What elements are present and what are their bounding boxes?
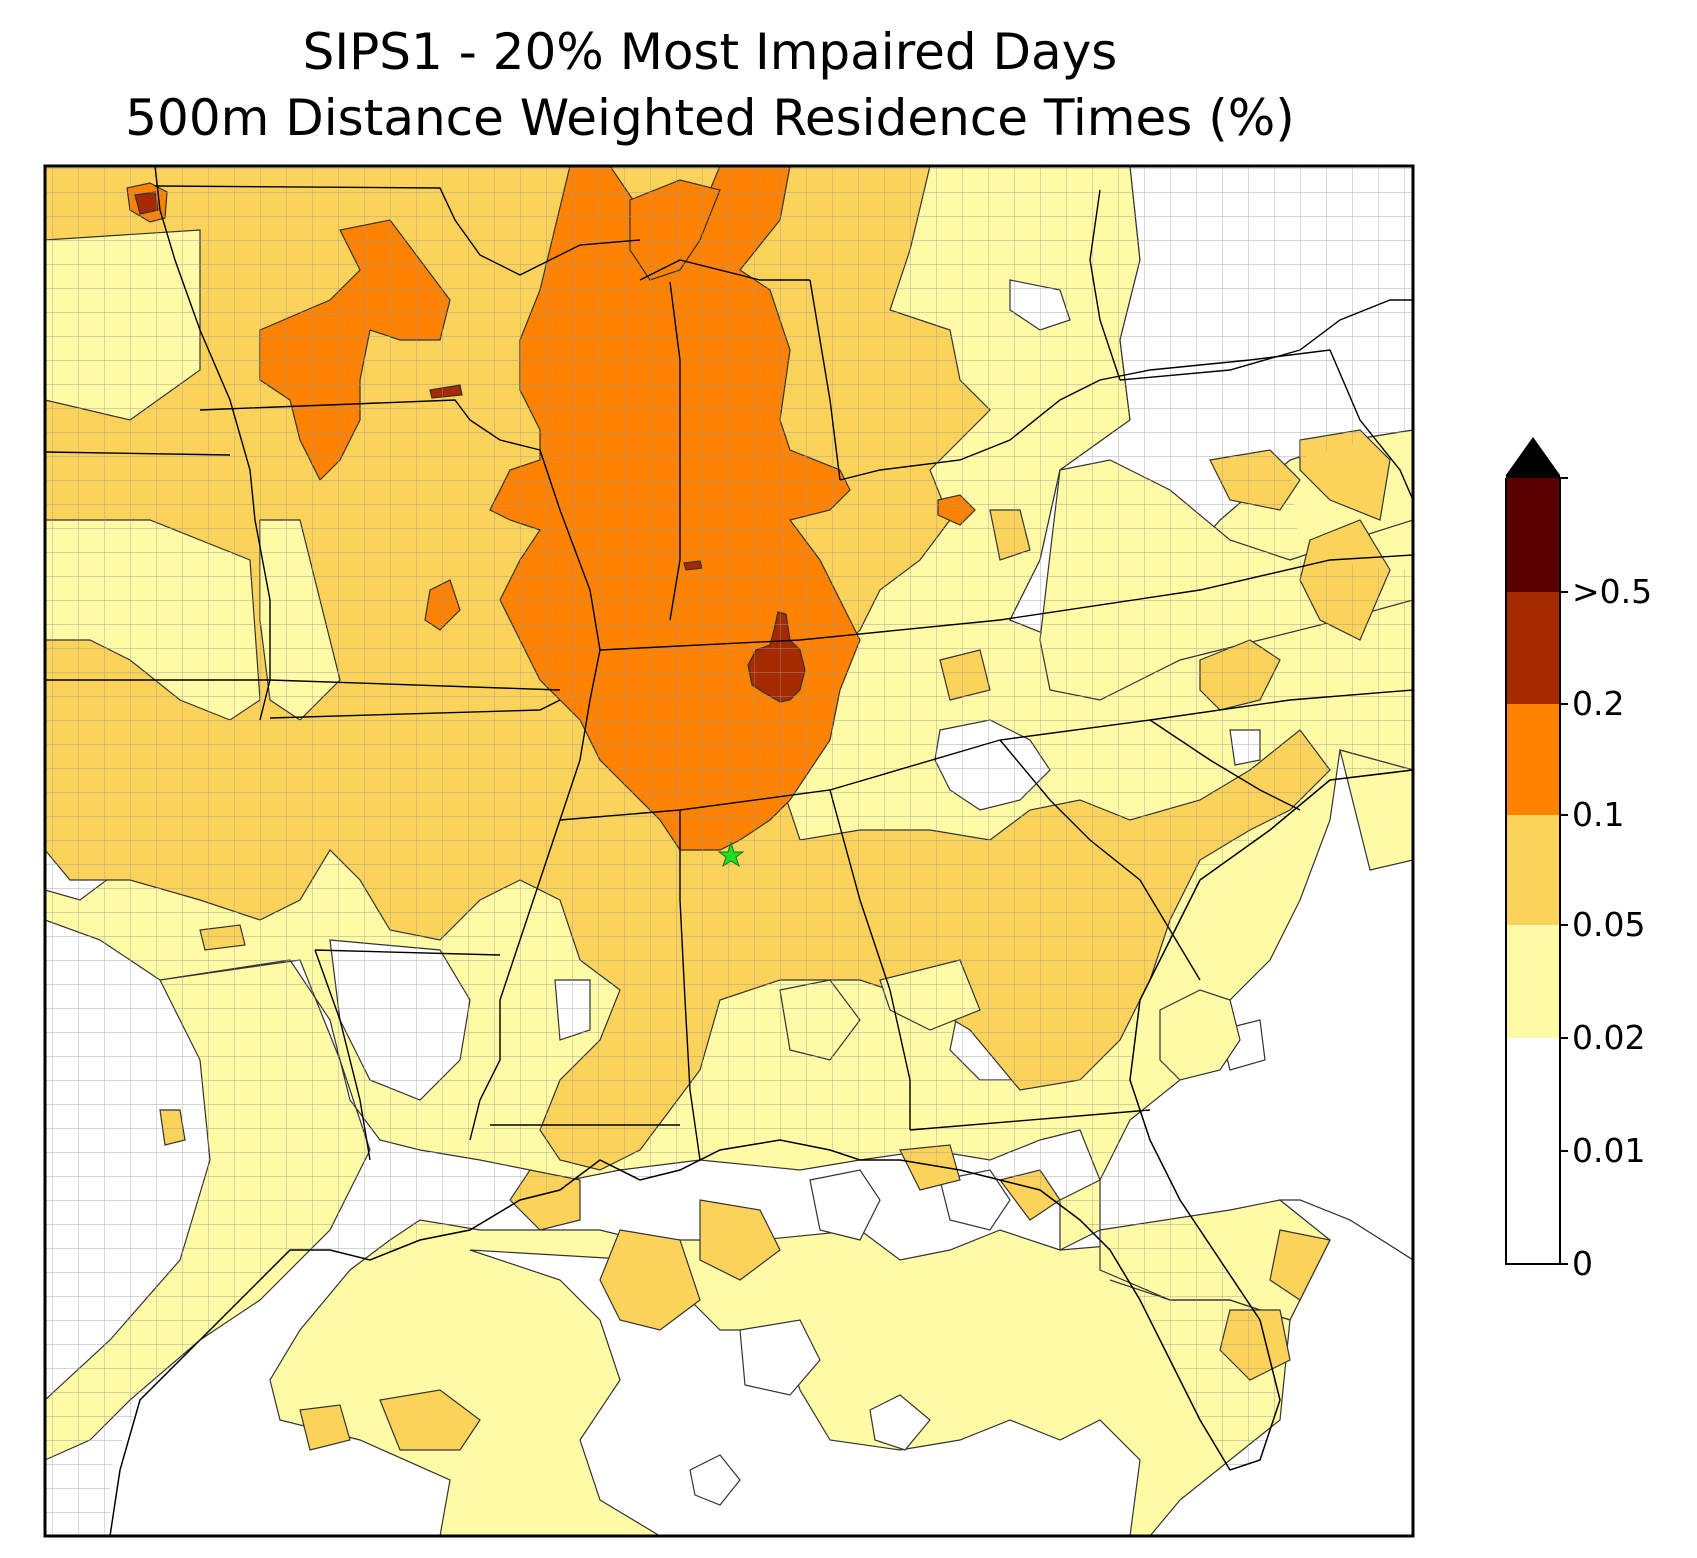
colorbar-segment-0.2 — [1506, 478, 1560, 592]
colorbar-segment-0 — [1506, 1038, 1560, 1264]
colorbar-segment-0.02 — [1506, 815, 1560, 925]
colorbar-segment-0.01 — [1506, 925, 1560, 1038]
colorbar-label-0.02: 0.02 — [1572, 1018, 1646, 1057]
map-frame — [43, 164, 1415, 1538]
map-frame-content — [45, 166, 1413, 1536]
colorbar-segment-0.1 — [1506, 592, 1560, 704]
site-marker-star — [717, 841, 745, 868]
colorbar-label-0.1: 0.1 — [1572, 795, 1625, 834]
colorbar-label-0.05: 0.05 — [1572, 905, 1646, 944]
colorbar-label-0.2: 0.2 — [1572, 684, 1625, 723]
colorbar-ticks — [1560, 477, 1568, 1265]
colorbar — [1505, 437, 1568, 1265]
chart-title-line-2: 500m Distance Weighted Residence Times (… — [125, 89, 1295, 147]
colorbar-extend-arrow — [1506, 437, 1560, 478]
colorbar-label-0.5: >0.5 — [1572, 572, 1653, 611]
state-borders — [45, 166, 1413, 1161]
coastline — [109, 769, 1413, 1536]
chart-title-line-1: SIPS1 - 20% Most Impaired Days — [302, 23, 1118, 81]
colorbar-label-0: 0 — [1572, 1244, 1593, 1283]
colorbar-label-0.01: 0.01 — [1572, 1131, 1646, 1170]
colorbar-segment-0.05 — [1506, 704, 1560, 815]
